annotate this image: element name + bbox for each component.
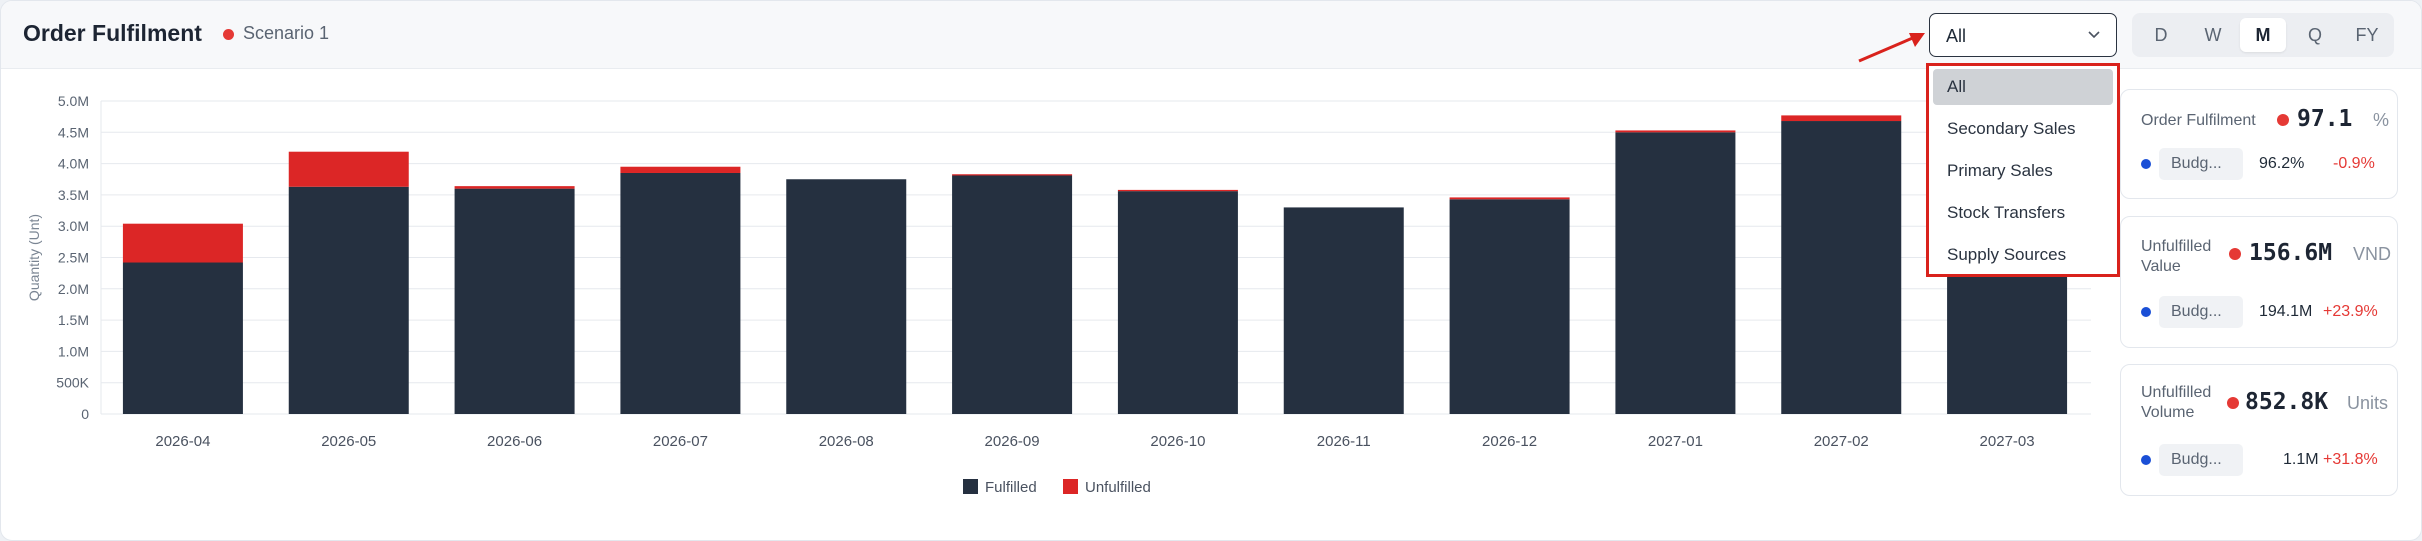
- period-tab-month[interactable]: M: [2240, 18, 2286, 52]
- kpi-label: Unfulfilled Value: [2141, 238, 2212, 275]
- x-tick-label: 2027-02: [1814, 433, 1869, 450]
- budget-dot: [2141, 307, 2151, 317]
- bar-fulfilled-2027-01: [1615, 132, 1736, 415]
- budget-label: Budg...: [2159, 296, 2243, 328]
- budget-delta: +23.9%: [2323, 303, 2378, 320]
- filter-option-primary-sales[interactable]: Primary Sales: [1947, 161, 2053, 180]
- legend-label-fulfilled: Fulfilled: [985, 479, 1037, 496]
- kpi-unit: %: [2373, 110, 2390, 130]
- kpi-unit: Units: [2347, 393, 2389, 413]
- chevron-down-icon: [2088, 31, 2100, 39]
- budget-value: 96.2%: [2259, 155, 2305, 172]
- y-tick-label: 0: [81, 406, 89, 422]
- bar-unfulfilled-2026-10: [1117, 189, 1238, 192]
- filter-option-supply-sources[interactable]: Supply Sources: [1947, 245, 2067, 264]
- budget-label: Budg...: [2159, 148, 2243, 180]
- bar-fulfilled-2026-09: [952, 175, 1073, 414]
- bar-fulfilled-2026-12: [1449, 199, 1570, 414]
- period-tab-quarter[interactable]: Q: [2307, 25, 2322, 45]
- period-tab-day[interactable]: D: [2154, 25, 2168, 45]
- kpi-value: 852.8K: [2245, 389, 2329, 415]
- kpi-status-dot: [2229, 248, 2241, 260]
- bar-unfulfilled-2026-09: [952, 174, 1073, 176]
- kpi-value: 156.6M: [2249, 240, 2333, 266]
- bar-fulfilled-2026-10: [1117, 191, 1238, 414]
- period-tab-fiscal-year[interactable]: FY: [2355, 25, 2379, 45]
- x-tick-label: 2027-01: [1648, 433, 1703, 450]
- x-tick-label: 2026-05: [321, 433, 376, 450]
- kpi-unit: VND: [2353, 244, 2392, 264]
- bar-unfulfilled-2026-07: [620, 166, 741, 173]
- bar-unfulfilled-2027-01: [1615, 130, 1736, 133]
- y-tick-label: 2.0M: [58, 281, 89, 297]
- bar-fulfilled-2026-05: [288, 186, 409, 414]
- bar-unfulfilled-2026-12: [1449, 197, 1570, 200]
- type-filter-dropdown: All Secondary Sales Primary Sales Stock …: [1926, 63, 2120, 277]
- bar-fulfilled-2026-06: [454, 188, 575, 414]
- card-header: Order Fulfilment Scenario 1 All D W M Q …: [1, 1, 2421, 69]
- budget-delta: -0.9%: [2333, 155, 2375, 172]
- budget-label: Budg...: [2159, 444, 2243, 476]
- y-tick-label: 2.5M: [58, 250, 89, 266]
- order-fulfilment-chart: 0 500K 1.0M 1.5M 2.0M 2.5M 3.0M 3.5M 4.0M 4.5M 5.0…: [26, 93, 2091, 496]
- kpi-unfulfilled-volume[interactable]: Unfulfilled Volume 852.8K Units Budg... …: [2120, 364, 2398, 496]
- x-tick-label: 2026-07: [653, 433, 708, 450]
- legend-swatch-fulfilled: [963, 479, 978, 494]
- bar-unfulfilled-2027-02: [1781, 115, 1902, 122]
- budget-value: 194.1M: [2259, 303, 2313, 320]
- x-tick-label: 2026-12: [1482, 433, 1537, 450]
- kpi-label: Unfulfilled Volume: [2141, 384, 2212, 421]
- y-tick-label: 4.0M: [58, 156, 89, 172]
- y-axis-title: Quantity (Unt): [26, 214, 42, 301]
- y-tick-label: 4.5M: [58, 124, 89, 140]
- bar-fulfilled-2026-08: [786, 179, 907, 414]
- filter-option-all[interactable]: All: [1933, 69, 2113, 105]
- period-selector: D W M Q FY: [2132, 13, 2394, 57]
- scenario-status-dot: [223, 29, 234, 40]
- legend-label-unfulfilled: Unfulfilled: [1085, 479, 1151, 496]
- legend-swatch-unfulfilled: [1063, 479, 1078, 494]
- x-tick-label: 2026-04: [155, 433, 210, 450]
- budget-dot: [2141, 159, 2151, 169]
- x-tick-label: 2026-06: [487, 433, 542, 450]
- x-tick-label: 2027-03: [1980, 433, 2035, 450]
- x-tick-label: 2026-08: [819, 433, 874, 450]
- budget-value: 1.1M: [2283, 451, 2319, 468]
- type-filter-value: All: [1946, 26, 1967, 46]
- filter-option-secondary-sales[interactable]: Secondary Sales: [1947, 119, 2076, 138]
- kpi-label: Order Fulfilment: [2141, 112, 2256, 129]
- period-tab-week[interactable]: W: [2204, 25, 2222, 45]
- kpi-status-dot: [2277, 114, 2289, 126]
- bar-fulfilled-2026-04: [122, 262, 243, 414]
- bar-fulfilled-2026-07: [620, 172, 741, 414]
- kpi-unfulfilled-value[interactable]: Unfulfilled Value 156.6M VND Budg... 194…: [2120, 216, 2398, 348]
- y-tick-label: 1.0M: [58, 343, 89, 359]
- y-tick-label: 500K: [56, 375, 89, 391]
- bar-unfulfilled-2026-04: [122, 223, 243, 263]
- annotation-arrow-icon: [1858, 33, 1925, 63]
- bar-unfulfilled-2026-05: [288, 151, 409, 187]
- bar-fulfilled-2027-02: [1781, 121, 1902, 415]
- y-tick-label: 3.5M: [58, 187, 89, 203]
- budget-delta: +31.8%: [2323, 451, 2378, 468]
- y-tick-label: 3.0M: [58, 218, 89, 234]
- bar-unfulfilled-2026-06: [454, 186, 575, 189]
- kpi-value: 97.1: [2297, 106, 2353, 132]
- filter-option-stock-transfers[interactable]: Stock Transfers: [1947, 203, 2066, 222]
- y-tick-label: 1.5M: [58, 312, 89, 328]
- x-tick-label: 2026-09: [985, 433, 1040, 450]
- page-title: Order Fulfilment: [23, 20, 202, 46]
- scenario-label[interactable]: Scenario 1: [243, 23, 330, 43]
- y-tick-label: 5.0M: [58, 93, 89, 109]
- type-filter-select[interactable]: All: [1929, 13, 2117, 57]
- kpi-order-fulfilment[interactable]: Order Fulfilment 97.1 % Budg... 96.2% -0…: [2120, 89, 2398, 199]
- bar-fulfilled-2026-11: [1283, 207, 1404, 414]
- x-tick-label: 2026-10: [1150, 433, 1205, 450]
- budget-dot: [2141, 455, 2151, 465]
- kpi-status-dot: [2227, 397, 2239, 409]
- x-tick-label: 2026-11: [1317, 433, 1371, 450]
